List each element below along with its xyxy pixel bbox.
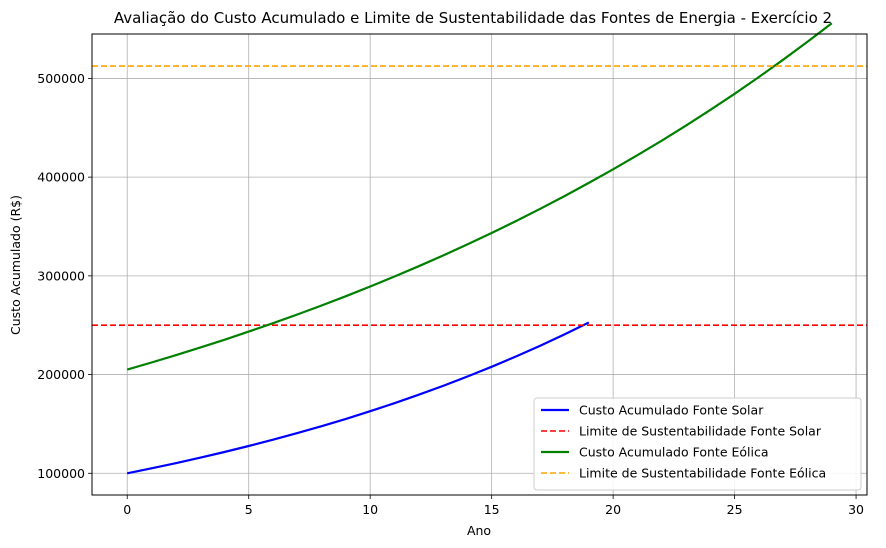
x-axis-label: Ano bbox=[467, 523, 491, 538]
x-tick-label: 20 bbox=[605, 502, 621, 517]
x-tick-label: 10 bbox=[362, 502, 378, 517]
y-tick-label: 100000 bbox=[37, 466, 85, 481]
x-tick-label: 15 bbox=[484, 502, 500, 517]
series-custo-acumulado-fonte-eolica bbox=[126, 22, 833, 371]
legend-label: Limite de Sustentabilidade Fonte Eólica bbox=[579, 466, 826, 481]
y-tick-label: 500000 bbox=[37, 71, 85, 86]
legend-label: Custo Acumulado Fonte Eólica bbox=[579, 445, 769, 460]
legend-box bbox=[533, 397, 862, 491]
legend-label: Custo Acumulado Fonte Solar bbox=[579, 403, 764, 418]
x-axis-ticks: 0 5 10 15 20 25 30 bbox=[123, 495, 864, 517]
x-tick-label: 5 bbox=[245, 502, 253, 517]
chart-title: Avaliação do Custo Acumulado e Limite de… bbox=[114, 9, 832, 27]
y-tick-label: 200000 bbox=[37, 367, 85, 382]
grid bbox=[92, 34, 867, 495]
series-custo-acumulado-fonte-solar bbox=[126, 321, 590, 475]
series-layer bbox=[92, 22, 867, 475]
plot-frame bbox=[91, 33, 868, 496]
y-tick-label: 400000 bbox=[37, 170, 85, 185]
y-tick-label: 300000 bbox=[37, 268, 85, 283]
x-tick-label: 25 bbox=[727, 502, 743, 517]
x-tick-label: 30 bbox=[848, 502, 864, 517]
legend: Custo Acumulado Fonte Solar Limite de Sus… bbox=[533, 397, 862, 491]
y-axis-label: Custo Acumulado (R$) bbox=[8, 195, 23, 335]
legend-label: Limite de Sustentabilidade Fonte Solar bbox=[579, 424, 822, 439]
y-axis-ticks: 100000 200000 300000 400000 500000 bbox=[37, 71, 92, 481]
x-tick-label: 0 bbox=[123, 502, 131, 517]
